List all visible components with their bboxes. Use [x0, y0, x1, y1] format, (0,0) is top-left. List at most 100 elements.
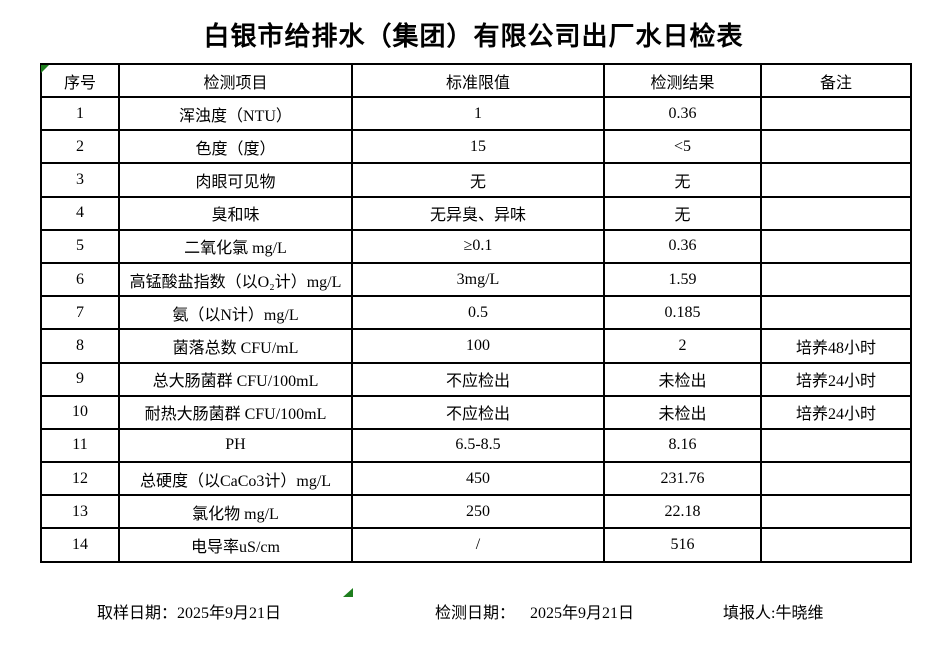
test-result: 未检出 — [603, 361, 762, 397]
row-seq: 3 — [40, 162, 120, 198]
test-item: 臭和味 — [118, 195, 353, 231]
test-item: 耐热大肠菌群 CFU/100mL — [118, 394, 353, 430]
test-result: 0.36 — [603, 95, 762, 132]
test-item: 肉眼可见物 — [118, 162, 353, 198]
excel-fill-handle-icon — [343, 588, 353, 597]
standard-limit: 无 — [351, 162, 605, 198]
remark — [760, 461, 912, 497]
test-item: PH — [118, 427, 353, 464]
table-row: 8 菌落总数 CFU/mL 100 2 培养48小时 — [40, 328, 912, 364]
row-seq: 8 — [40, 328, 120, 364]
test-result: 无 — [603, 195, 762, 231]
standard-limit: 无异臭、异味 — [351, 195, 605, 231]
standard-limit: 不应检出 — [351, 361, 605, 397]
standard-limit: 6.5-8.5 — [351, 427, 605, 464]
remark — [760, 295, 912, 331]
standard-limit: 250 — [351, 494, 605, 530]
standard-limit: / — [351, 527, 605, 563]
standard-limit: ≥0.1 — [351, 228, 605, 264]
remark — [760, 427, 912, 464]
remark — [760, 494, 912, 530]
test-result: 2 — [603, 328, 762, 364]
header-remark: 备注 — [760, 63, 912, 98]
test-date-label: 检测日期： — [435, 605, 516, 622]
test-item: 菌落总数 CFU/mL — [118, 328, 353, 364]
remark — [760, 261, 912, 298]
test-date-value: 2025年9月21日 — [530, 605, 635, 622]
remark — [760, 195, 912, 231]
row-seq: 6 — [40, 261, 120, 298]
row-seq: 9 — [40, 361, 120, 397]
test-item: 二氧化氯 mg/L — [118, 228, 353, 264]
sample-date-value: 2025年9月21日 — [177, 605, 282, 622]
standard-limit: 1 — [351, 95, 605, 132]
test-item: 色度（度） — [118, 129, 353, 165]
table-row: 13 氯化物 mg/L 250 22.18 — [40, 494, 912, 530]
row-seq: 14 — [40, 527, 120, 563]
standard-limit: 100 — [351, 328, 605, 364]
row-seq: 2 — [40, 129, 120, 165]
water-inspection-table: 序号 检测项目 标准限值 检测结果 备注 1 浑浊度（NTU） 1 0.36 2… — [40, 63, 912, 563]
table-header-row: 序号 检测项目 标准限值 检测结果 备注 — [40, 63, 912, 98]
table-row: 6 高锰酸盐指数（以O₂计）mg/L 3mg/L 1.59 — [40, 261, 912, 298]
test-result: 8.16 — [603, 427, 762, 464]
test-item: 氨（以N计）mg/L — [118, 295, 353, 331]
test-result: 未检出 — [603, 394, 762, 430]
header-test-item: 检测项目 — [118, 63, 353, 98]
test-item: 高锰酸盐指数（以O₂计）mg/L — [118, 261, 353, 298]
table-row: 14 电导率uS/cm / 516 — [40, 527, 912, 563]
table-row: 5 二氧化氯 mg/L ≥0.1 0.36 — [40, 228, 912, 264]
table-row: 2 色度（度） 15 <5 — [40, 129, 912, 165]
reporter-label: 填报人: — [723, 605, 776, 622]
header-seq: 序号 — [40, 63, 120, 98]
table-row: 9 总大肠菌群 CFU/100mL 不应检出 未检出 培养24小时 — [40, 361, 912, 397]
table-row: 10 耐热大肠菌群 CFU/100mL 不应检出 未检出 培养24小时 — [40, 394, 912, 430]
test-item: 浑浊度（NTU） — [118, 95, 353, 132]
test-item: 总大肠菌群 CFU/100mL — [118, 361, 353, 397]
table-row: 12 总硬度（以CaCo3计）mg/L 450 231.76 — [40, 461, 912, 497]
test-result: 0.36 — [603, 228, 762, 264]
remark: 培养24小时 — [760, 361, 912, 397]
row-seq: 10 — [40, 394, 120, 430]
table-row: 3 肉眼可见物 无 无 — [40, 162, 912, 198]
test-item: 氯化物 mg/L — [118, 494, 353, 530]
row-seq: 11 — [40, 427, 120, 464]
test-result: 231.76 — [603, 461, 762, 497]
sample-date: 取样日期：2025年9月21日 — [97, 599, 281, 623]
test-item: 总硬度（以CaCo3计）mg/L — [118, 461, 353, 497]
remark — [760, 95, 912, 132]
reporter: 填报人:牛晓维 — [723, 599, 823, 623]
row-seq: 5 — [40, 228, 120, 264]
sample-date-label: 取样日期： — [97, 605, 178, 622]
standard-limit: 0.5 — [351, 295, 605, 331]
standard-limit: 不应检出 — [351, 394, 605, 430]
remark: 培养48小时 — [760, 328, 912, 364]
test-result: 1.59 — [603, 261, 762, 298]
remark — [760, 162, 912, 198]
header-standard-limit: 标准限值 — [351, 63, 605, 98]
remark — [760, 228, 912, 264]
test-result: 无 — [603, 162, 762, 198]
row-seq: 7 — [40, 295, 120, 331]
row-seq: 4 — [40, 195, 120, 231]
excel-corner-marker-icon — [41, 65, 49, 73]
test-result: 0.185 — [603, 295, 762, 331]
test-item: 电导率uS/cm — [118, 527, 353, 563]
remark — [760, 129, 912, 165]
reporter-value: 牛晓维 — [775, 605, 824, 622]
row-seq: 12 — [40, 461, 120, 497]
test-result: 22.18 — [603, 494, 762, 530]
standard-limit: 3mg/L — [351, 261, 605, 298]
header-test-result: 检测结果 — [603, 63, 762, 98]
standard-limit: 15 — [351, 129, 605, 165]
row-seq: 1 — [40, 95, 120, 132]
page-title: 白银市给排水（集团）有限公司出厂水日检表 — [203, 22, 744, 51]
remark — [760, 527, 912, 563]
table-row: 4 臭和味 无异臭、异味 无 — [40, 195, 912, 231]
remark: 培养24小时 — [760, 394, 912, 430]
table-row: 11 PH 6.5-8.5 8.16 — [40, 427, 912, 464]
test-result: <5 — [603, 129, 762, 165]
test-result: 516 — [603, 527, 762, 563]
standard-limit: 450 — [351, 461, 605, 497]
table-row: 1 浑浊度（NTU） 1 0.36 — [40, 95, 912, 132]
